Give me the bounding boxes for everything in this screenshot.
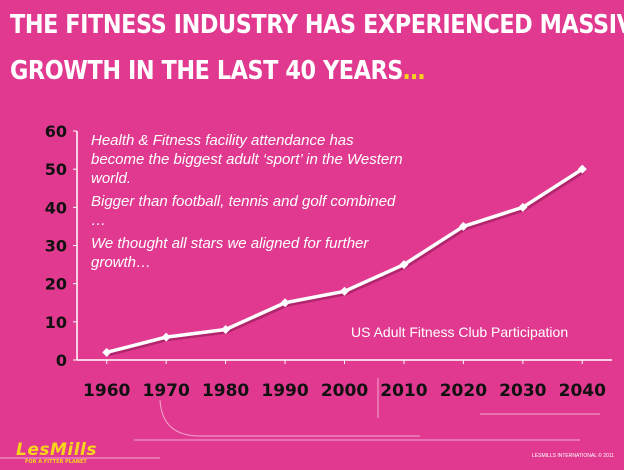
x-tick-label: 2040 <box>559 381 606 401</box>
y-tick-label: 40 <box>45 198 67 217</box>
annotation-paragraph: Health & Fitness facility attendance has… <box>91 132 403 187</box>
data-point <box>102 347 112 357</box>
x-tick-label: 1970 <box>143 381 190 401</box>
title-ellipsis: … <box>402 56 425 86</box>
y-tick-label: 0 <box>56 351 67 370</box>
data-point <box>518 202 528 212</box>
y-tick-label: 50 <box>45 160 67 179</box>
x-tick-label: 1980 <box>202 381 249 401</box>
y-tick-label: 30 <box>45 237 67 256</box>
x-tick-label: 2020 <box>440 381 487 401</box>
x-tick-label: 1990 <box>261 381 308 401</box>
title-line-1: THE FITNESS INDUSTRY HAS EXPERIENCED MAS… <box>10 10 624 40</box>
data-point <box>577 164 587 174</box>
y-tick-label: 60 <box>45 122 67 141</box>
logo-tagline: FOR A FITTER PLANET <box>25 459 87 465</box>
x-tick-label: 2030 <box>499 381 546 401</box>
x-tick-label: 1960 <box>83 381 130 401</box>
y-axis-ticks: 0 10 20 30 40 50 60 <box>45 122 77 370</box>
x-tick-label: 2010 <box>380 381 427 401</box>
copyright-notice: LESMILLS INTERNATIONAL © 2011 <box>532 453 614 459</box>
logo-wordmark: LesMills <box>16 440 97 460</box>
x-axis-ticks: 1960 1970 1980 1990 2000 2010 2020 2030 2040 <box>83 360 606 401</box>
data-point <box>221 324 231 334</box>
annotation-paragraph: We thought all stars we aligned for furt… <box>91 235 369 271</box>
participation-series <box>102 164 587 357</box>
title-line-2: GROWTH IN THE LAST 40 YEARS <box>10 56 403 86</box>
annotation-paragraph: Bigger than football, tennis and golf co… <box>91 193 396 229</box>
data-point <box>399 260 409 270</box>
lesmills-logo: LesMills FOR A FITTER PLANET <box>16 442 97 466</box>
y-tick-label: 10 <box>45 313 67 332</box>
y-tick-label: 20 <box>45 275 67 294</box>
chart-caption: US Adult Fitness Club Participation <box>351 324 569 340</box>
data-point <box>340 286 349 296</box>
annotation-text: Health & Fitness facility attendance has… <box>91 131 411 276</box>
data-point <box>458 221 468 231</box>
slide-title: THE FITNESS INDUSTRY HAS EXPERIENCED MAS… <box>10 2 624 94</box>
x-tick-label: 2000 <box>321 381 368 401</box>
data-point <box>280 298 290 308</box>
data-point <box>161 332 171 342</box>
